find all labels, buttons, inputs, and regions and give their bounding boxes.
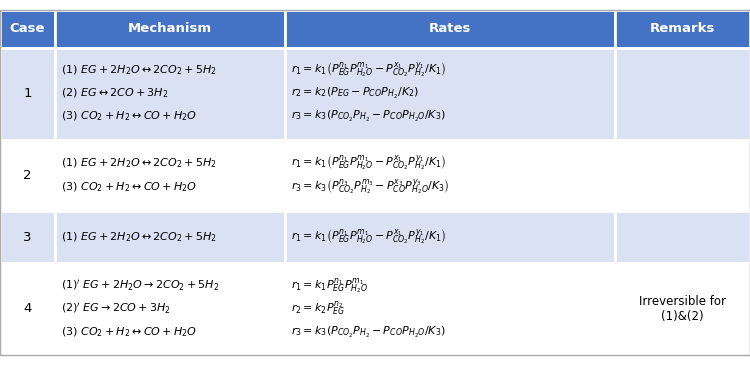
Text: $r_1 = k_1\left(P_{EG}^{n_1} P_{H_2O}^{m_1} - P_{CO_2}^{x_1} P_{H_2}^{y_1}/K_1\r: $r_1 = k_1\left(P_{EG}^{n_1} P_{H_2O}^{m… xyxy=(291,228,446,247)
Bar xyxy=(285,211,615,263)
Text: Irreversible for
(1)&(2): Irreversible for (1)&(2) xyxy=(639,295,726,323)
Text: (3) $CO_2 + H_2 \leftrightarrow CO + H_2O$: (3) $CO_2 + H_2 \leftrightarrow CO + H_2… xyxy=(61,180,196,194)
Text: 3: 3 xyxy=(23,231,32,244)
Text: (3) $CO_2 + H_2 \leftrightarrow CO + H_2O$: (3) $CO_2 + H_2 \leftrightarrow CO + H_2… xyxy=(61,110,196,124)
Text: 4: 4 xyxy=(23,302,32,315)
Bar xyxy=(55,139,285,211)
Text: $(1)^{\prime}$ $EG + 2H_2O \rightarrow 2CO_2 + 5H_2$: $(1)^{\prime}$ $EG + 2H_2O \rightarrow 2… xyxy=(61,279,219,293)
Text: (2) $EG \leftrightarrow 2CO + 3H_2$: (2) $EG \leftrightarrow 2CO + 3H_2$ xyxy=(61,87,168,100)
Text: Case: Case xyxy=(10,22,45,35)
Text: Remarks: Remarks xyxy=(650,22,716,35)
Bar xyxy=(0,139,55,211)
Text: 2: 2 xyxy=(23,169,32,182)
Text: Mechanism: Mechanism xyxy=(128,22,212,35)
Bar xyxy=(0,10,55,48)
Text: $r_3 = k_3\left(P_{CO_2}P_{H_2} - P_{CO}P_{H_2O}/K_3\right)$: $r_3 = k_3\left(P_{CO_2}P_{H_2} - P_{CO}… xyxy=(291,109,446,124)
Text: $r_3 = k_3\left(P_{CO_2}^{n_3} P_{H_2}^{m_3} - P_{CO}^{x_3} P_{H_2O}^{y_3}/K_3\r: $r_3 = k_3\left(P_{CO_2}^{n_3} P_{H_2}^{… xyxy=(291,178,449,197)
Text: (1) $EG + 2H_2O \leftrightarrow 2CO_2 + 5H_2$: (1) $EG + 2H_2O \leftrightarrow 2CO_2 + … xyxy=(61,64,217,77)
Bar xyxy=(615,263,750,355)
Text: $r_2 = k_2 P_{EG}^{n_2}$: $r_2 = k_2 P_{EG}^{n_2}$ xyxy=(291,300,346,318)
Bar xyxy=(615,211,750,263)
Text: (3) $CO_2 + H_2 \leftrightarrow CO + H_2O$: (3) $CO_2 + H_2 \leftrightarrow CO + H_2… xyxy=(61,325,196,339)
Bar xyxy=(55,263,285,355)
Bar xyxy=(0,211,55,263)
Bar xyxy=(615,48,750,139)
Bar xyxy=(285,139,615,211)
Bar xyxy=(0,263,55,355)
Bar xyxy=(0,48,55,139)
Text: (1) $EG + 2H_2O \leftrightarrow 2CO_2 + 5H_2$: (1) $EG + 2H_2O \leftrightarrow 2CO_2 + … xyxy=(61,157,217,170)
Bar xyxy=(55,211,285,263)
Text: (1) $EG + 2H_2O \leftrightarrow 2CO_2 + 5H_2$: (1) $EG + 2H_2O \leftrightarrow 2CO_2 + … xyxy=(61,230,217,244)
Text: 1: 1 xyxy=(23,87,32,100)
Bar xyxy=(285,263,615,355)
Text: $r_1 = k_1\left(P_{EG}^{n_1} P_{H_2O}^{m_1} - P_{CO_2}^{x_1} P_{H_2}^{y_1}/K_1\r: $r_1 = k_1\left(P_{EG}^{n_1} P_{H_2O}^{m… xyxy=(291,154,446,173)
Text: $r_2 = k_2\left(P_{EG} - P_{CO}P_{H_2}/K_2\right)$: $r_2 = k_2\left(P_{EG} - P_{CO}P_{H_2}/K… xyxy=(291,86,419,101)
Text: Rates: Rates xyxy=(429,22,471,35)
Text: $r_1 = k_1\left(P_{EG}^{n_1} P_{H_2O}^{m_1} - P_{CO_2}^{x_1} P_{H_2}^{y_1}/K_1\r: $r_1 = k_1\left(P_{EG}^{n_1} P_{H_2O}^{m… xyxy=(291,61,446,80)
Bar xyxy=(615,139,750,211)
Bar xyxy=(285,10,615,48)
Bar xyxy=(55,48,285,139)
Bar xyxy=(55,10,285,48)
Text: $r_3 = k_3\left(P_{CO_2}P_{H_2} - P_{CO}P_{H_2O}/K_3\right)$: $r_3 = k_3\left(P_{CO_2}P_{H_2} - P_{CO}… xyxy=(291,325,446,340)
Bar xyxy=(285,48,615,139)
Text: $(2)^{\prime}$ $EG \rightarrow 2CO + 3H_2$: $(2)^{\prime}$ $EG \rightarrow 2CO + 3H_… xyxy=(61,302,171,316)
Bar xyxy=(615,10,750,48)
Text: $r_1 = k_1 P_{EG}^{n_1} P_{H_2O}^{m_1}$: $r_1 = k_1 P_{EG}^{n_1} P_{H_2O}^{m_1}$ xyxy=(291,276,368,296)
